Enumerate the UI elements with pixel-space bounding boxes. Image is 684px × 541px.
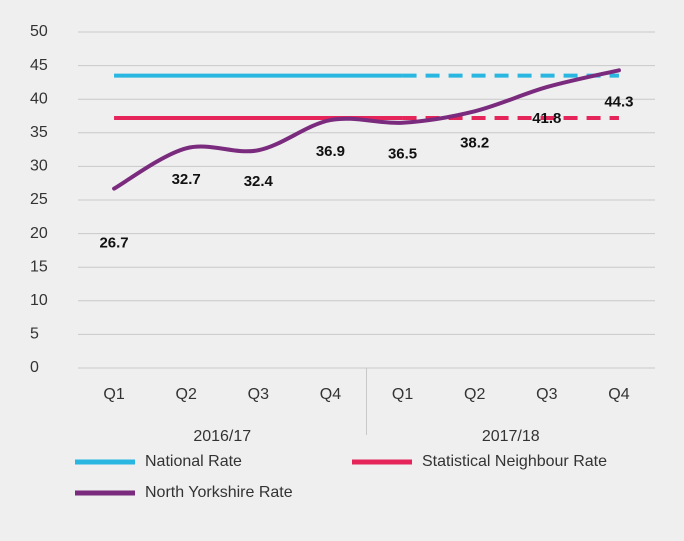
data-label: 36.5 (388, 146, 417, 163)
data-label: 32.7 (172, 171, 201, 188)
y-tick-label: 25 (30, 191, 48, 208)
y-tick-label: 10 (30, 292, 48, 309)
legend-label: Statistical Neighbour Rate (422, 453, 607, 470)
y-tick-label: 35 (30, 124, 48, 141)
data-label: 44.3 (604, 93, 633, 110)
series-line (112, 68, 621, 191)
group-label: 2017/18 (482, 428, 540, 445)
data-label: 32.4 (244, 173, 274, 190)
y-tick-label: 50 (30, 23, 48, 40)
y-tick-label: 30 (30, 158, 48, 175)
x-tick-label: Q4 (320, 386, 341, 403)
legend-label: National Rate (145, 453, 242, 470)
y-tick-label: 5 (30, 326, 39, 343)
group-label: 2016/17 (193, 428, 251, 445)
x-tick-label: Q4 (608, 386, 629, 403)
data-label: 38.2 (460, 134, 489, 151)
data-label: 26.7 (99, 235, 128, 252)
data-label: 36.9 (316, 143, 345, 160)
x-tick-label: Q1 (103, 386, 124, 403)
x-tick-label: Q2 (464, 386, 485, 403)
y-tick-label: 15 (30, 258, 48, 275)
x-tick-label: Q3 (248, 386, 269, 403)
y-tick-label: 20 (30, 225, 48, 242)
y-tick-label: 45 (30, 57, 48, 74)
x-tick-label: Q3 (536, 386, 557, 403)
x-tick-label: Q1 (392, 386, 413, 403)
data-label: 41.8 (532, 110, 561, 127)
x-tick-label: Q2 (176, 386, 197, 403)
y-tick-label: 40 (30, 90, 48, 107)
y-tick-label: 0 (30, 359, 39, 376)
legend-label: North Yorkshire Rate (145, 484, 293, 501)
